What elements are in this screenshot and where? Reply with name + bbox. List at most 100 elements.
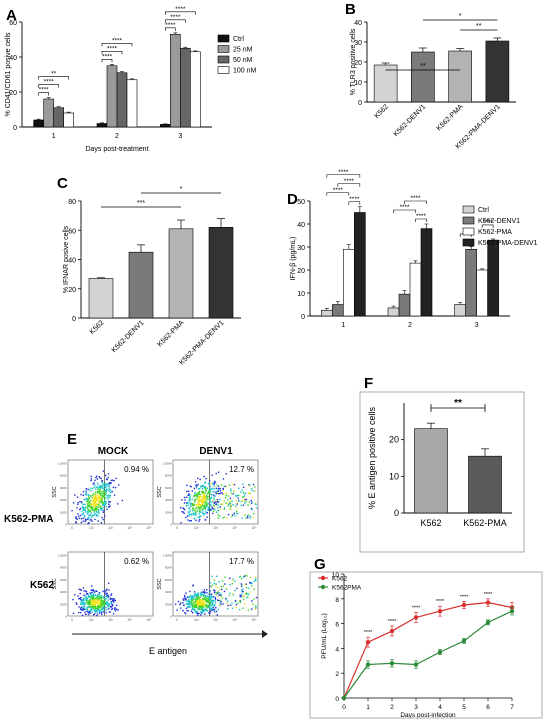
flow-event-dot [193, 591, 196, 593]
flow-event-dot [225, 492, 228, 495]
flow-event-dot [88, 494, 90, 497]
chart-d-legend-swatch [462, 227, 475, 236]
chart-c-y-tick-label: 0 [72, 316, 76, 323]
flow-event-dot [199, 509, 201, 511]
flow-event-dot [97, 593, 99, 596]
flow-event-dot [78, 606, 80, 608]
flow-event-dot [103, 503, 105, 506]
flow-event-dot [212, 606, 214, 609]
flow-event-dot [204, 487, 206, 489]
flow-event-dot [187, 504, 189, 506]
flow-event-dot [102, 599, 104, 602]
chart-a-bar [126, 79, 138, 128]
flow-event-dot [222, 603, 224, 605]
flow-event-dot [92, 483, 94, 485]
flow-event-dot [185, 600, 188, 602]
flow-event-dot [103, 487, 105, 490]
flow-event-dot [71, 510, 73, 512]
flow-event-dot [194, 498, 197, 501]
flow-event-dot [234, 589, 236, 592]
flow-event-dot [181, 511, 183, 513]
flow-event-dot [198, 605, 200, 607]
flow-event-dot [213, 609, 215, 611]
flow-event-dot [243, 575, 246, 577]
flow-event-dot [87, 498, 89, 500]
flow-event-dot [196, 598, 199, 601]
flow-event-dot [95, 498, 98, 500]
flow-event-dot [186, 596, 189, 598]
flow-event-dot [90, 487, 92, 489]
flow-event-dot [210, 488, 212, 490]
flow-event-dot [94, 501, 97, 504]
flow-event-dot [91, 514, 94, 516]
flow-event-dot [197, 505, 199, 508]
flow-event-dot [96, 508, 99, 511]
flow-event-dot [106, 595, 108, 598]
flow-event-dot [235, 499, 238, 502]
flow-event-dot [213, 496, 215, 499]
flow-event-dot [79, 597, 81, 600]
flow-event-dot [94, 491, 97, 493]
flow-event-dot [102, 595, 105, 598]
flow-x-tick-label: 0 [176, 526, 178, 530]
flow-event-dot [219, 594, 222, 596]
flow-event-dot [213, 589, 215, 591]
flow-event-dot [180, 506, 182, 509]
flow-event-dot [86, 610, 88, 613]
flow-event-dot [242, 497, 245, 499]
flow-event-dot [113, 480, 115, 482]
flow-event-dot [87, 596, 90, 598]
chart-c-x-tick-label: K562 [89, 319, 106, 336]
flow-event-dot [82, 603, 85, 605]
flow-event-dot [199, 493, 201, 496]
flow-event-dot [82, 513, 84, 516]
flow-event-dot [98, 602, 101, 604]
flow-event-dot [204, 594, 207, 597]
flow-event-dot [192, 507, 194, 509]
flow-event-dot [189, 594, 192, 597]
flow-event-dot [101, 608, 104, 610]
flow-event-dot [191, 603, 193, 605]
flow-event-dot [90, 600, 93, 603]
flow-event-dot [109, 501, 112, 503]
flow-event-dot [188, 606, 190, 609]
flow-event-dot [212, 490, 214, 493]
chart-g-x-axis-label: Days post-infection [400, 712, 456, 719]
flow-event-dot [204, 495, 207, 497]
flow-event-dot [241, 595, 244, 597]
flow-event-dot [100, 494, 102, 496]
flow-event-dot [205, 489, 207, 491]
flow-event-dot [215, 511, 218, 513]
flow-event-dot [97, 602, 99, 605]
flow-event-dot [236, 503, 238, 505]
flow-event-dot [253, 588, 255, 590]
chart-d-significance-bracket [326, 174, 361, 178]
flow-event-dot [87, 503, 89, 505]
flow-event-dot [217, 599, 219, 601]
flow-event-dot [115, 608, 118, 611]
flow-event-dot [105, 490, 108, 492]
flow-event-dot [197, 483, 199, 486]
flow-event-dot [98, 500, 100, 502]
flow-event-dot [246, 597, 248, 599]
flow-event-dot [201, 502, 204, 505]
chart-a-legend-swatch [217, 34, 230, 43]
chart-a-significance-bracket [165, 27, 176, 31]
flow-event-dot [217, 488, 220, 491]
flow-event-dot [96, 594, 98, 597]
flow-event-dot [200, 594, 203, 596]
flow-event-dot [250, 507, 253, 510]
flow-event-dot [215, 492, 217, 495]
flow-event-dot [206, 506, 208, 508]
chart-g-x-tick-label: 5 [462, 704, 466, 711]
flow-event-dot [199, 495, 202, 498]
flow-event-dot [193, 495, 195, 497]
flow-event-dot [84, 509, 86, 512]
flow-event-dot [202, 595, 205, 597]
flow-event-dot [211, 501, 213, 503]
flow-event-dot [180, 522, 182, 524]
flow-event-dot [238, 500, 240, 502]
flow-event-dot [97, 484, 99, 486]
flow-event-dot [93, 614, 95, 616]
